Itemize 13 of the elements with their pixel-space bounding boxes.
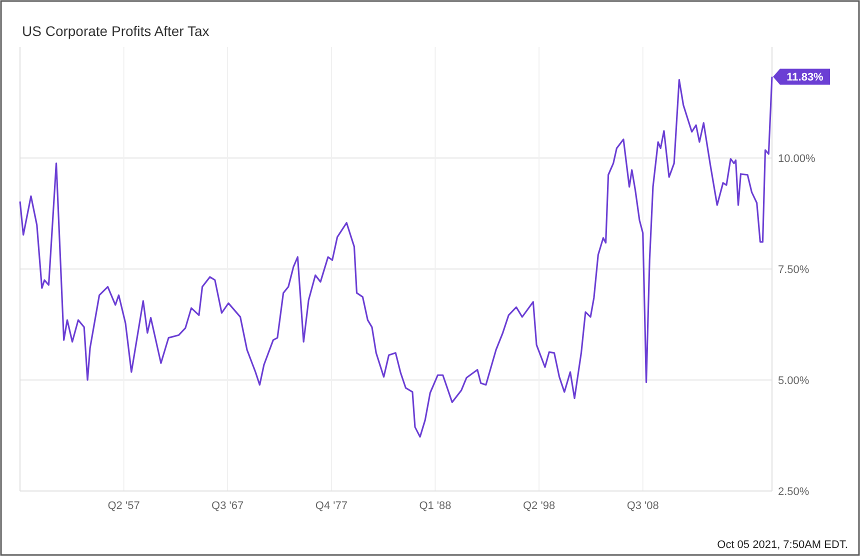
x-tick-label: Q3 '08 xyxy=(626,500,659,512)
y-tick-label: 2.50% xyxy=(778,486,810,498)
x-tick-label: Q1 '88 xyxy=(419,500,452,512)
text: Oct 05 2021, 7:50AM EDT. xyxy=(717,539,848,551)
x-tick-label: Q3 '67 xyxy=(212,500,244,512)
annotation: 11.83% xyxy=(786,72,824,84)
x-tick-label: Q4 '77 xyxy=(315,500,348,512)
chart-title: US Corporate Profits After Tax xyxy=(22,23,210,39)
x-tick-label: Q2 '57 xyxy=(108,500,140,512)
y-tick-label: 7.50% xyxy=(778,264,810,276)
y-tick-label: 10.00% xyxy=(778,152,816,165)
x-tick-label: Q2 '98 xyxy=(523,500,556,512)
y-tick-label: 5.00% xyxy=(778,374,810,387)
